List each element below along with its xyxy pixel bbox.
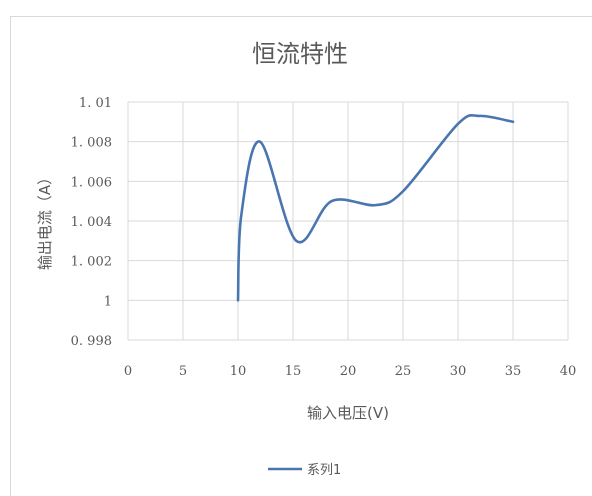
series-line [236,113,515,302]
tick-labels: 0 5 10 15 20 25 30 35 40 0. 998 1 1. 002 1. 004 1. 00… [71,96,577,379]
chart-title: 恒流特性 [252,40,348,68]
x-tick-label: 5 [179,364,187,379]
x-tick-label: 35 [505,364,522,379]
y-axis-title: 输出电流（A） [36,170,54,270]
x-tick-label: 40 [560,364,577,379]
y-tick-label: 0. 998 [71,334,112,349]
x-axis-title: 输入电压(V) [307,404,389,422]
y-tick-label: 1 [104,294,112,309]
x-tick-label: 15 [285,364,302,379]
y-tick-label: 1. 006 [71,175,112,190]
y-tick-label: 1. 008 [71,136,112,151]
y-tick-label: 1. 01 [79,96,112,111]
grid-lines [127,101,569,341]
legend: 系列1 [268,463,341,478]
x-tick-label: 25 [395,364,412,379]
y-tick-label: 1. 004 [71,215,112,230]
x-tick-label: 30 [450,364,467,379]
y-tick-label: 1. 002 [71,255,112,270]
x-tick-label: 0 [124,364,132,379]
legend-label: 系列1 [307,463,341,478]
chart-area [10,16,592,496]
x-tick-label: 20 [340,364,357,379]
x-tick-label: 10 [230,364,247,379]
series-layer [236,113,515,302]
